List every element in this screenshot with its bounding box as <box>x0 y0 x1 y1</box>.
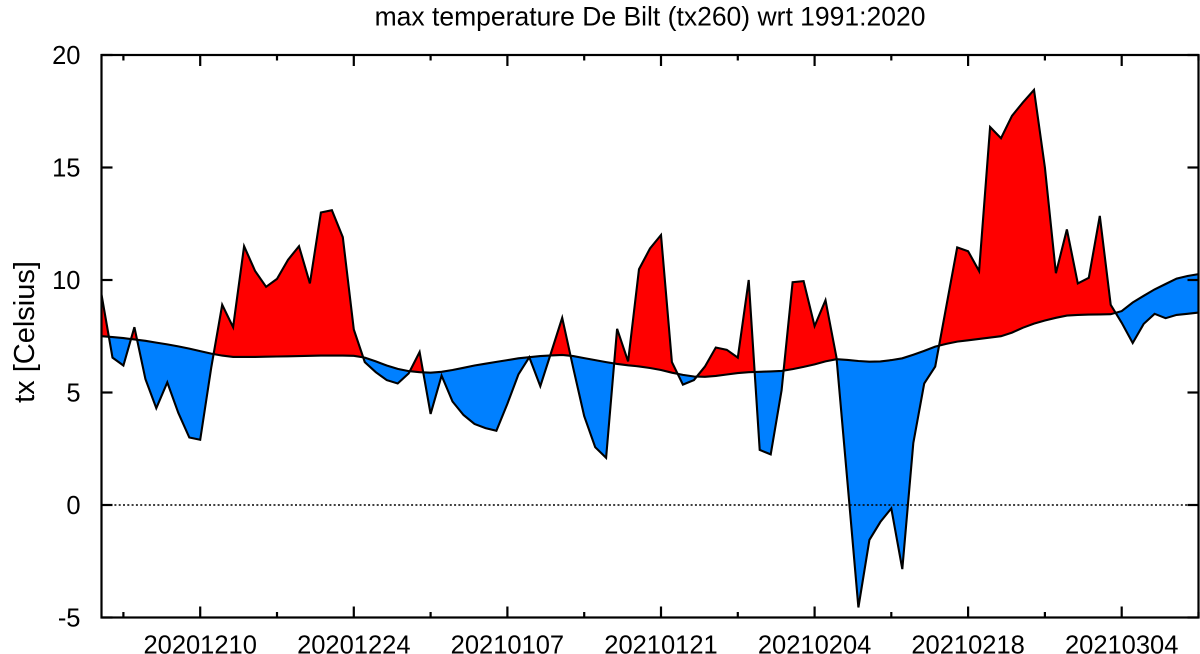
svg-text:10: 10 <box>52 267 80 295</box>
svg-text:20210304: 20210304 <box>1065 632 1178 654</box>
svg-text:20: 20 <box>52 42 80 70</box>
svg-text:max temperature De Bilt (tx260: max temperature De Bilt (tx260) wrt 1991… <box>375 2 926 32</box>
svg-text:20210218: 20210218 <box>911 632 1024 654</box>
svg-text:20201224: 20201224 <box>297 632 410 654</box>
svg-text:0: 0 <box>66 492 80 520</box>
svg-text:-5: -5 <box>58 605 81 633</box>
svg-text:20210204: 20210204 <box>758 632 871 654</box>
svg-text:5: 5 <box>66 380 80 408</box>
svg-text:tx [Celsius]: tx [Celsius] <box>9 261 41 403</box>
svg-text:20210107: 20210107 <box>451 632 564 654</box>
svg-text:15: 15 <box>52 155 80 183</box>
svg-text:20210121: 20210121 <box>604 632 717 654</box>
svg-text:20201210: 20201210 <box>143 632 256 654</box>
